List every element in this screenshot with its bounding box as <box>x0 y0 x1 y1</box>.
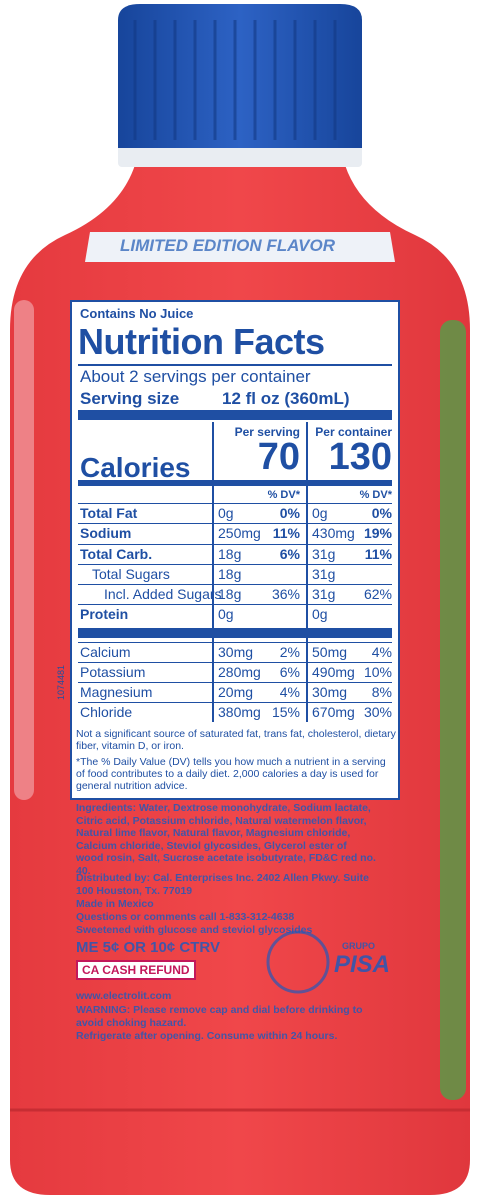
cap <box>118 4 362 148</box>
dv-header: % DV* <box>267 489 300 501</box>
logo-top: GRUPO <box>342 941 376 951</box>
amount: 250mg <box>218 525 261 541</box>
nutrient-name: Calcium <box>80 644 131 660</box>
amount: 490mg <box>312 664 355 680</box>
nutrient-name: Total Sugars <box>92 566 170 582</box>
nutrient-name: Total Fat <box>80 505 138 521</box>
daily-value: 6% <box>279 546 300 562</box>
amount: 31g <box>312 566 336 582</box>
distributor: Distributed by: Cal. Enterprises Inc. 24… <box>76 872 369 897</box>
calories-serving: 70 <box>257 436 300 478</box>
amount: 0g <box>312 606 328 622</box>
nutrition-label: Contains No Juice Nutrition Facts About … <box>70 300 400 800</box>
row-rule <box>78 503 392 504</box>
amount: 18g <box>218 586 242 602</box>
per-serving: Per serving <box>234 425 300 439</box>
sweetened: Sweetened with glucose and steviol glyco… <box>76 924 313 936</box>
side-code: 1074481 <box>56 664 66 700</box>
cap-ring <box>118 145 362 167</box>
rule <box>78 480 392 486</box>
daily-value: 15% <box>271 704 300 720</box>
banner-band <box>85 232 395 262</box>
row-rule <box>78 584 392 585</box>
daily-value: 0% <box>279 505 300 521</box>
row-rule <box>78 682 392 683</box>
daily-value: 62% <box>363 586 392 602</box>
deposit: ME 5¢ OR 10¢ CTRV <box>76 939 220 956</box>
daily-value: 8% <box>371 684 392 700</box>
side-stripe <box>14 300 34 800</box>
questions: Questions or comments call 1-833-312-463… <box>76 911 295 923</box>
amount: 31g <box>312 546 336 562</box>
daily-value: 2% <box>279 644 300 660</box>
storage: Refrigerate after opening. Consume withi… <box>76 1030 338 1042</box>
amount: 30mg <box>218 644 254 660</box>
nutrient-name: Chloride <box>80 704 133 720</box>
daily-value: 10% <box>363 664 392 680</box>
side-stripe <box>440 320 466 1100</box>
daily-value: 30% <box>363 704 392 720</box>
per-container: Per container <box>315 425 392 439</box>
rule <box>78 628 392 638</box>
daily-value: 4% <box>279 684 300 700</box>
logo-globe <box>266 930 330 994</box>
nutrient-name: Sodium <box>80 525 132 541</box>
daily-value: 6% <box>279 664 300 680</box>
daily-value: 0% <box>371 505 392 521</box>
rule <box>78 364 392 366</box>
ingredients: Ingredients: Water, Dextrose monohydrate… <box>76 802 376 877</box>
amount: 380mg <box>218 704 261 720</box>
banner: LIMITED EDITION FLAVOR <box>120 236 336 255</box>
label-title: Nutrition Facts <box>78 321 325 362</box>
nutrient-name: Total Carb. <box>80 546 153 562</box>
serving-size-label: Serving size <box>80 389 180 408</box>
origin: Made in Mexico <box>76 898 154 910</box>
amount: 0g <box>312 505 328 521</box>
amount: 30mg <box>312 684 348 700</box>
amount: 20mg <box>218 684 254 700</box>
daily-value: 36% <box>271 586 300 602</box>
refund: CA CASH REFUND <box>76 960 196 980</box>
daily-value: 11% <box>272 525 300 541</box>
nutrient-name: Potassium <box>80 664 146 680</box>
warning: WARNING: Please remove cap and dial befo… <box>76 1004 363 1029</box>
row-rule <box>78 564 392 565</box>
website: www.electrolit.com <box>76 990 172 1002</box>
dv-header: % DV* <box>359 489 392 501</box>
amount: 280mg <box>218 664 261 680</box>
calories-label: Calories <box>80 452 191 483</box>
amount: 50mg <box>312 644 348 660</box>
row-rule <box>78 662 392 663</box>
column-divider <box>306 422 308 722</box>
row-rule <box>78 523 392 524</box>
amount: 670mg <box>312 704 355 720</box>
daily-value: 11% <box>364 546 392 562</box>
contains: Contains No Juice <box>80 306 194 321</box>
nutrient-name: Protein <box>80 606 129 622</box>
logo: PISA <box>334 951 391 978</box>
calories-container: 130 <box>328 436 392 478</box>
servings: About 2 servings per container <box>80 367 311 386</box>
note: Not a significant source of saturated fa… <box>76 728 396 752</box>
nutrient-name: Magnesium <box>80 684 153 700</box>
amount: 430mg <box>312 525 355 541</box>
nutrient-name: Incl. Added Sugars <box>104 586 222 602</box>
amount: 0g <box>218 606 234 622</box>
amount: 0g <box>218 505 234 521</box>
column-divider <box>212 422 214 722</box>
daily-value: 19% <box>363 525 392 541</box>
serving-size: 12 fl oz (360mL) <box>222 389 350 408</box>
amount: 31g <box>312 586 336 602</box>
rule <box>78 410 392 420</box>
note: *The % Daily Value (DV) tells you how mu… <box>76 756 386 792</box>
amount: 18g <box>218 566 242 582</box>
amount: 18g <box>218 546 242 562</box>
row-rule <box>78 544 392 545</box>
row-rule <box>78 642 392 643</box>
row-rule <box>78 604 392 605</box>
daily-value: 4% <box>371 644 392 660</box>
cap-ridges <box>133 20 337 140</box>
row-rule <box>78 702 392 703</box>
